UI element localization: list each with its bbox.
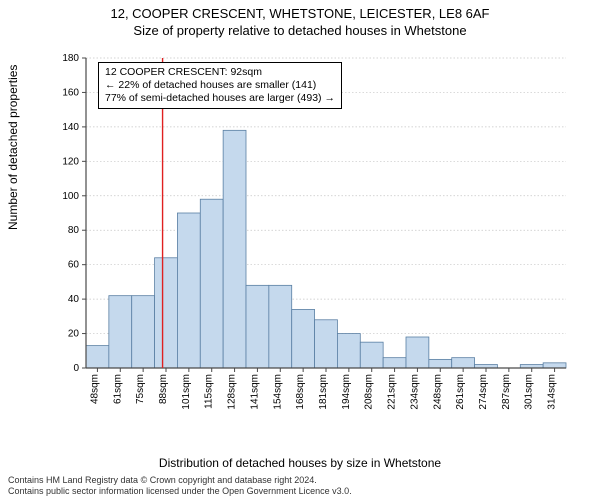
footer-line-2: Contains public sector information licen… xyxy=(8,486,352,496)
svg-text:61sqm: 61sqm xyxy=(112,374,123,404)
svg-text:20: 20 xyxy=(68,329,80,340)
svg-text:261sqm: 261sqm xyxy=(455,374,466,410)
title-line-2: Size of property relative to detached ho… xyxy=(0,21,600,38)
svg-text:88sqm: 88sqm xyxy=(158,374,169,404)
svg-text:128sqm: 128sqm xyxy=(227,374,238,410)
title-line-1: 12, COOPER CRESCENT, WHETSTONE, LEICESTE… xyxy=(0,0,600,21)
svg-text:181sqm: 181sqm xyxy=(318,374,329,410)
svg-text:234sqm: 234sqm xyxy=(409,374,420,410)
footer-line-1: Contains HM Land Registry data © Crown c… xyxy=(8,475,352,485)
svg-text:248sqm: 248sqm xyxy=(432,374,443,410)
chart-container: 12, COOPER CRESCENT, WHETSTONE, LEICESTE… xyxy=(0,0,600,500)
svg-text:140: 140 xyxy=(62,122,79,133)
svg-text:141sqm: 141sqm xyxy=(249,374,260,410)
footer: Contains HM Land Registry data © Crown c… xyxy=(8,475,352,496)
svg-text:314sqm: 314sqm xyxy=(547,374,558,410)
svg-text:48sqm: 48sqm xyxy=(89,374,100,404)
annotation-line-3: 77% of semi-detached houses are larger (… xyxy=(105,92,335,105)
svg-text:0: 0 xyxy=(73,363,79,374)
svg-text:60: 60 xyxy=(68,260,80,271)
svg-text:101sqm: 101sqm xyxy=(181,374,192,410)
annotation-line-2: ← 22% of detached houses are smaller (14… xyxy=(105,79,335,92)
svg-text:115sqm: 115sqm xyxy=(204,374,215,409)
annotation-box: 12 COOPER CRESCENT: 92sqm ← 22% of detac… xyxy=(98,62,342,109)
svg-text:40: 40 xyxy=(68,294,80,305)
svg-text:287sqm: 287sqm xyxy=(501,374,512,410)
svg-text:180: 180 xyxy=(62,53,79,64)
svg-text:168sqm: 168sqm xyxy=(295,374,306,410)
svg-text:80: 80 xyxy=(68,225,80,236)
svg-text:75sqm: 75sqm xyxy=(135,374,146,404)
svg-text:274sqm: 274sqm xyxy=(478,374,489,410)
svg-text:100: 100 xyxy=(62,191,79,202)
svg-text:221sqm: 221sqm xyxy=(387,374,398,410)
svg-text:160: 160 xyxy=(62,87,79,98)
annotation-line-1: 12 COOPER CRESCENT: 92sqm xyxy=(105,66,335,79)
svg-text:120: 120 xyxy=(62,156,79,167)
svg-text:194sqm: 194sqm xyxy=(341,374,352,410)
svg-text:154sqm: 154sqm xyxy=(272,374,283,410)
svg-text:301sqm: 301sqm xyxy=(524,374,535,410)
y-axis-label: Number of detached properties xyxy=(6,65,20,230)
svg-text:208sqm: 208sqm xyxy=(364,374,375,410)
x-axis-label: Distribution of detached houses by size … xyxy=(0,456,600,470)
